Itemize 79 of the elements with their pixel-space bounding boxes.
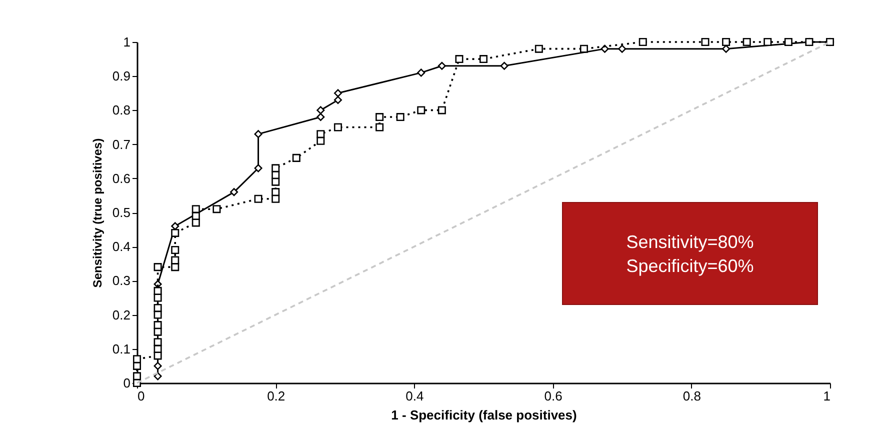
- point: [764, 38, 772, 46]
- annotation: Sensitivity=80%: [626, 230, 754, 254]
- point: [154, 328, 162, 336]
- point: [272, 178, 280, 186]
- point: [438, 106, 446, 114]
- point: [292, 154, 300, 162]
- point: [254, 194, 262, 203]
- point: [272, 188, 280, 196]
- point: [171, 228, 180, 237]
- point: [316, 130, 325, 138]
- point: [316, 113, 325, 122]
- x-tick-label: 0.4: [406, 388, 424, 404]
- point: [154, 310, 162, 319]
- y-tick-label: 0.2: [112, 307, 130, 322]
- y-tick-label: 0: [123, 376, 130, 390]
- point: [618, 44, 626, 53]
- y-tick-label: 0.8: [112, 102, 130, 118]
- point: [500, 62, 508, 70]
- point: [334, 89, 342, 98]
- point: [154, 321, 162, 330]
- point: [376, 123, 384, 132]
- y-tick-label: 0.6: [112, 170, 130, 186]
- x-tick-label: 0.2: [267, 388, 286, 404]
- point: [192, 212, 200, 220]
- text-box: Sensitivity=80% Specificity=60%: [562, 202, 818, 305]
- x-tick-label: 0: [138, 388, 145, 404]
- x-tick-label: 0.6: [544, 388, 562, 404]
- point: [154, 338, 162, 346]
- y-tick-label: 0.7: [112, 136, 130, 152]
- annotation: Specificity=60%: [626, 254, 754, 278]
- point: [154, 286, 162, 295]
- y-tick-label: 0.1: [112, 341, 130, 356]
- point: [171, 246, 180, 254]
- point: [192, 205, 200, 214]
- point: [534, 44, 543, 53]
- y-tick-label: 0.3: [112, 273, 130, 288]
- point: [417, 106, 426, 114]
- point: [316, 106, 325, 114]
- point: [154, 263, 162, 272]
- x-tick-label: 0.8: [682, 388, 701, 404]
- point: [171, 256, 180, 264]
- x-axis-title: 1 - Specificity (false positives): [391, 408, 577, 422]
- point: [455, 55, 464, 64]
- point: [396, 113, 404, 122]
- point: [701, 38, 710, 46]
- point: [438, 62, 446, 70]
- point: [580, 44, 588, 53]
- point: [212, 205, 221, 214]
- point: [154, 304, 162, 312]
- point: [334, 123, 342, 132]
- point: [154, 294, 162, 302]
- y-tick-label: 1: [123, 34, 130, 50]
- point: [638, 38, 647, 46]
- point: [154, 362, 162, 370]
- point: [316, 136, 325, 145]
- point: [826, 38, 834, 46]
- point: [132, 355, 142, 364]
- point: [154, 372, 162, 380]
- point: [805, 38, 814, 46]
- x-tick-label: 1: [823, 388, 830, 404]
- point: [722, 38, 730, 46]
- point: [784, 38, 792, 46]
- y-tick-label: 0.5: [112, 205, 130, 220]
- y-tick-label: 0.4: [112, 239, 130, 254]
- point: [376, 113, 384, 122]
- point: [272, 164, 280, 172]
- point: [334, 96, 342, 104]
- y-tick-label: 0.9: [112, 68, 130, 84]
- point: [230, 188, 238, 196]
- point: [417, 68, 426, 77]
- y-axis-title: Sensitivity (true positives): [90, 138, 104, 288]
- point: [171, 263, 180, 272]
- point: [254, 164, 262, 172]
- point: [479, 55, 488, 64]
- point: [154, 344, 162, 353]
- point: [254, 130, 262, 138]
- point: [272, 194, 280, 203]
- point: [742, 38, 751, 46]
- point: [132, 372, 142, 380]
